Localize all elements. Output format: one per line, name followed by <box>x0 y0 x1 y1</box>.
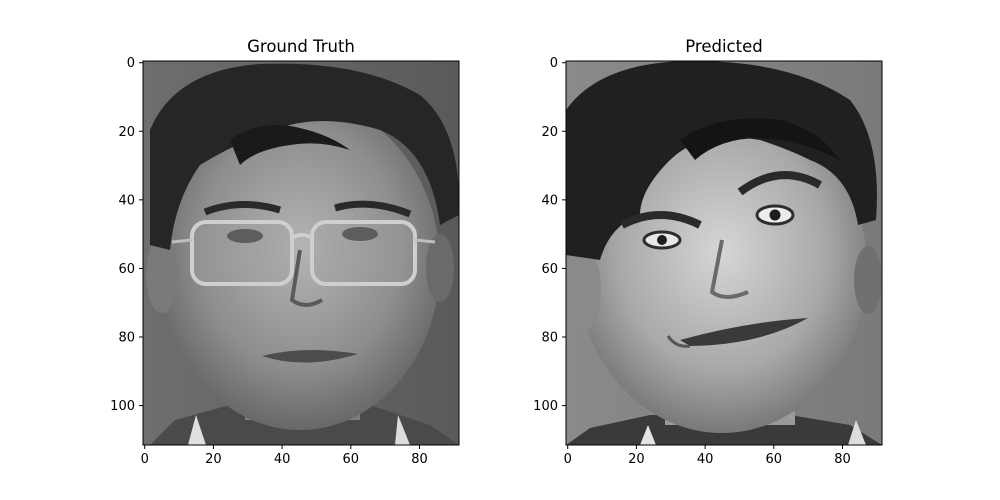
chart-title-predicted: Predicted <box>685 37 762 56</box>
axes-frame-predicted <box>565 60 883 446</box>
x-tick-label: 40 <box>274 452 291 467</box>
panel-predicted: Predicted 0 20 40 60 80 0 20 40 60 80 100 <box>533 37 883 467</box>
y-tick-label: 40 <box>541 193 558 208</box>
x-axis-predicted: 0 20 40 60 80 <box>564 445 851 467</box>
y-tick-label: 100 <box>533 399 558 414</box>
image-ground-truth <box>143 61 459 445</box>
y-axis-ground-truth: 0 20 40 60 80 100 <box>110 56 143 414</box>
x-tick-label: 40 <box>697 452 714 467</box>
panel-ground-truth: Ground Truth 0 20 40 60 80 0 20 40 60 80 100 <box>110 37 460 467</box>
axes-frame-ground-truth <box>142 60 460 446</box>
image-predicted <box>566 61 882 445</box>
y-axis-predicted: 0 20 40 60 80 100 <box>533 56 566 414</box>
x-tick-label: 60 <box>343 452 360 467</box>
y-tick-label: 60 <box>118 262 135 277</box>
x-tick-label: 0 <box>564 452 572 467</box>
x-tick-label: 20 <box>205 452 222 467</box>
x-tick-label: 20 <box>628 452 645 467</box>
y-tick-label: 0 <box>127 56 135 71</box>
y-tick-label: 20 <box>118 125 135 140</box>
x-axis-ground-truth: 0 20 40 60 80 <box>141 445 428 467</box>
x-tick-label: 0 <box>141 452 149 467</box>
y-tick-label: 0 <box>550 56 558 71</box>
y-tick-label: 20 <box>541 125 558 140</box>
chart-title-ground-truth: Ground Truth <box>247 37 355 56</box>
x-tick-label: 80 <box>411 452 428 467</box>
y-tick-label: 80 <box>541 331 558 346</box>
x-tick-label: 80 <box>834 452 851 467</box>
y-tick-label: 40 <box>118 193 135 208</box>
x-tick-label: 60 <box>766 452 783 467</box>
y-tick-label: 80 <box>118 331 135 346</box>
y-tick-label: 60 <box>541 262 558 277</box>
y-tick-label: 100 <box>110 399 135 414</box>
